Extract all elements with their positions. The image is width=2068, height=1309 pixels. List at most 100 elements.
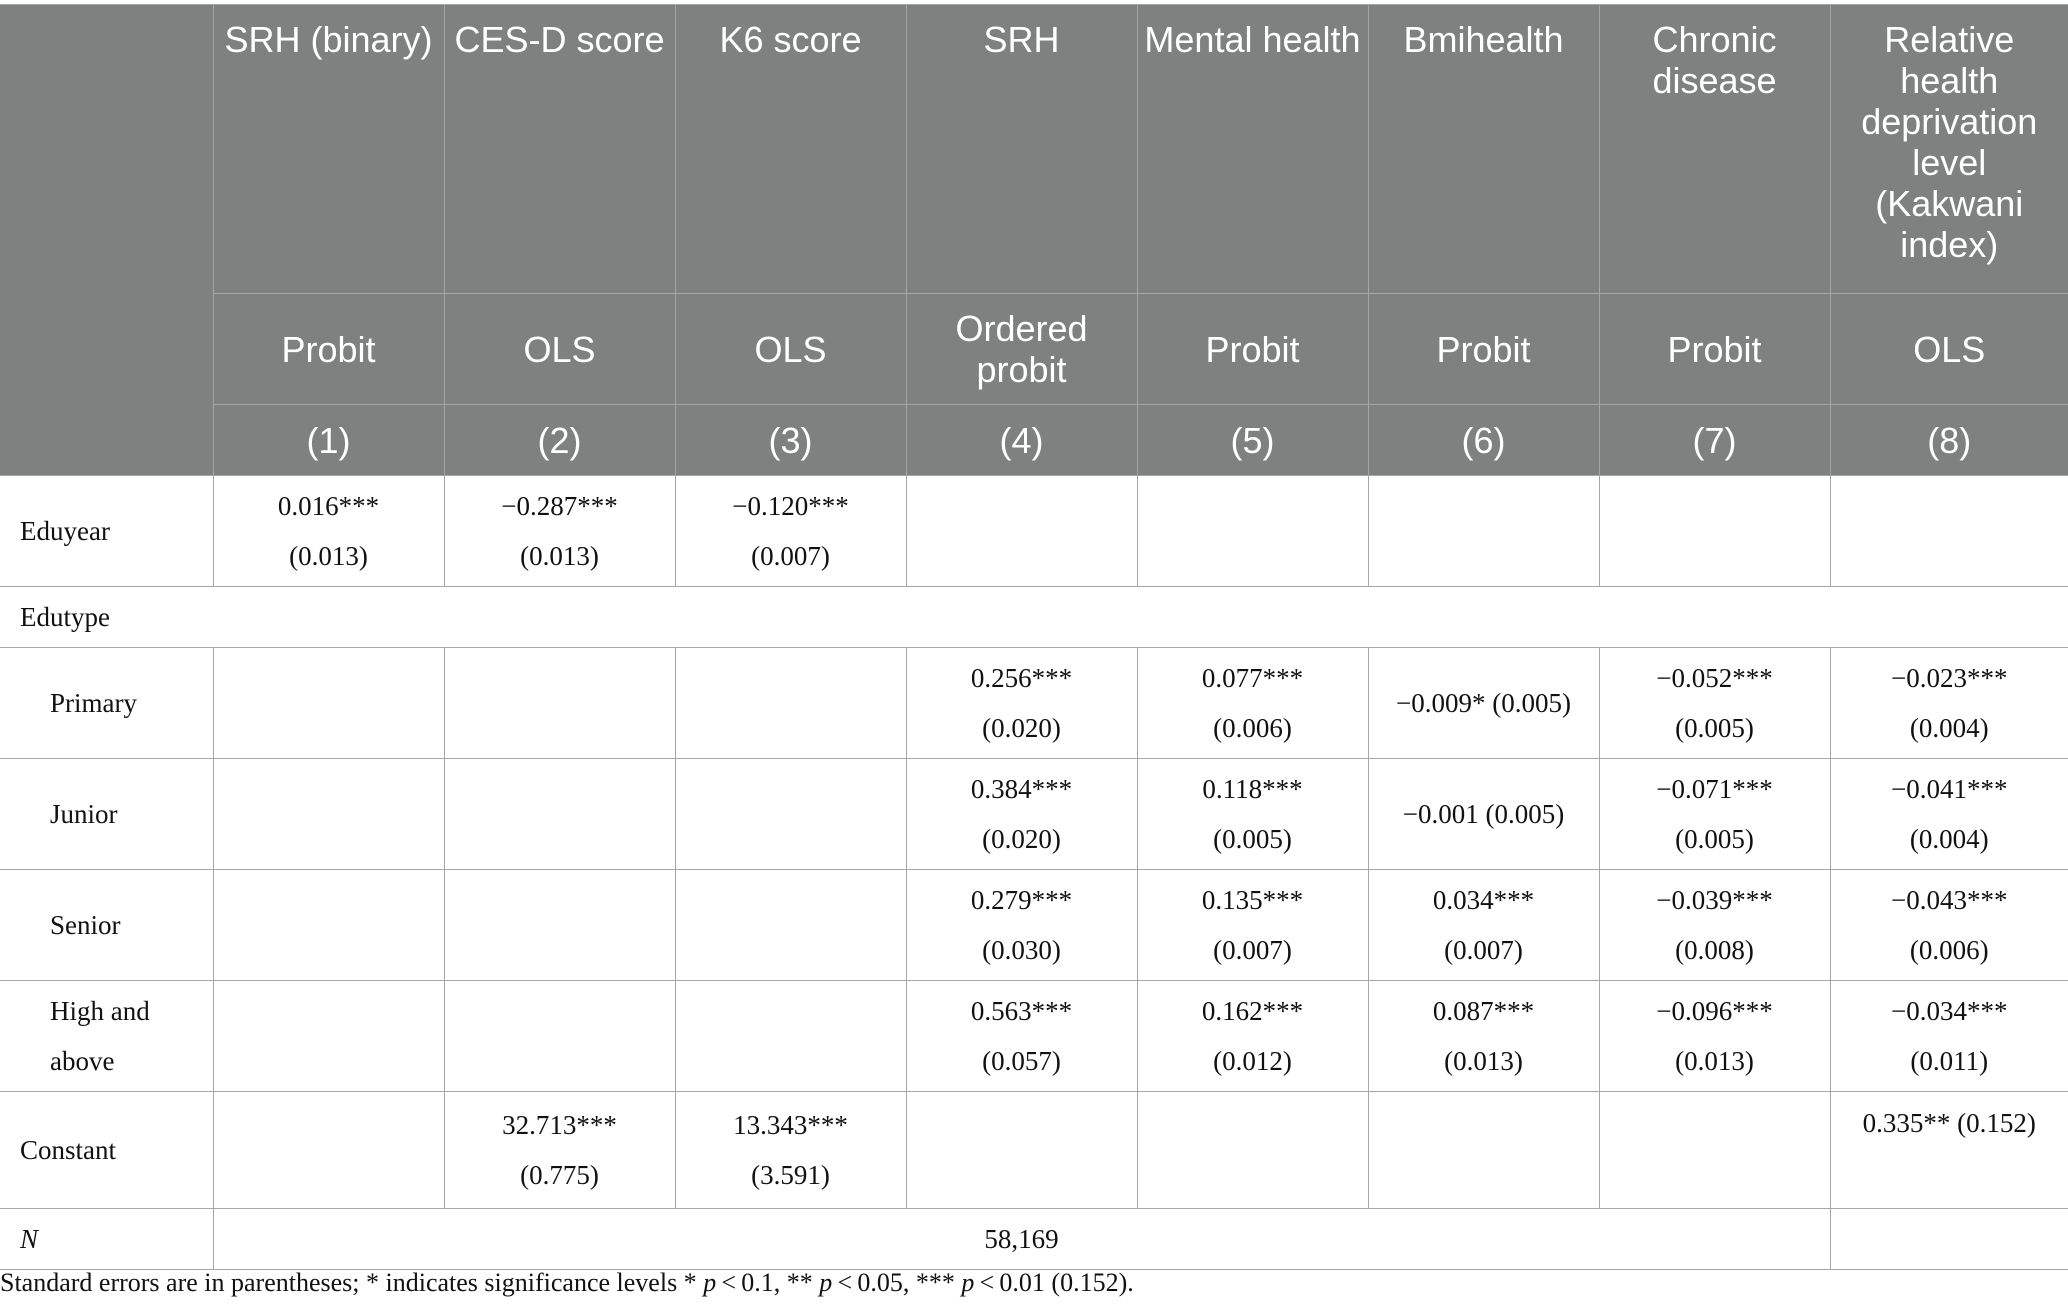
table-cell: [1829, 475, 2068, 587]
table-cell: −0.034*** (0.011): [1829, 980, 2068, 1092]
col-method: Ordered probit: [905, 293, 1138, 405]
table-cell: 0.118*** (0.005): [1136, 758, 1369, 870]
coef: −0.287***: [501, 491, 618, 521]
col-number: (6): [1367, 404, 1600, 476]
coef: −0.071***: [1656, 774, 1773, 804]
table-cell: [212, 647, 445, 759]
table-cell: [1829, 1208, 2068, 1270]
std-error: (0.013): [1675, 1046, 1754, 1076]
coef: 0.162***: [1201, 996, 1304, 1026]
coef: −0.096***: [1656, 996, 1773, 1026]
table-cell: −0.120*** (0.007): [674, 475, 907, 587]
table-row-junior: Junior 0.384*** (0.020) 0.118*** (0.005) −…: [0, 758, 2068, 870]
std-error: (0.012): [1213, 1046, 1292, 1076]
std-error: (0.011): [1910, 1046, 1989, 1076]
col-method: OLS: [443, 293, 676, 405]
std-error: (0.006): [1213, 713, 1292, 743]
table-cell: 0.077*** (0.006): [1136, 647, 1369, 759]
col-title: CES-D score: [443, 4, 676, 294]
table-cell: [674, 980, 907, 1092]
table-cell: −0.009* (0.005): [1367, 647, 1600, 759]
table-cell: [1367, 1091, 1600, 1209]
n-value: 58,169: [212, 1208, 1831, 1270]
std-error: (0.006): [1909, 935, 1989, 965]
std-error: (0.005): [1213, 824, 1292, 854]
coef: −0.041***: [1891, 774, 2008, 804]
col-number: (8): [1829, 404, 2068, 476]
col-title: K6 score: [674, 4, 907, 294]
table-cell: [1367, 475, 1600, 587]
table-cell: [1598, 1091, 1831, 1209]
row-label-line: above: [50, 1046, 115, 1076]
footnote-text: < 0.05, ***: [832, 1268, 962, 1297]
row-label: Constant: [0, 1091, 214, 1209]
coef: 0.135***: [1201, 885, 1304, 915]
std-error: (0.030): [982, 935, 1061, 965]
table-row-high-and-above: High and above 0.563*** (0.057) 0.162*** (0…: [0, 980, 2068, 1092]
p-symbol: p: [819, 1268, 833, 1297]
footnote-text: Standard errors are in parentheses; * in…: [0, 1268, 704, 1297]
std-error: (0.007): [1213, 935, 1292, 965]
table-cell: 0.135*** (0.007): [1136, 869, 1369, 981]
coef: 32.713***: [502, 1110, 617, 1140]
row-label: N: [0, 1208, 214, 1270]
std-error: (0.005): [1675, 824, 1754, 854]
coef: 0.077***: [1201, 663, 1304, 693]
table-cell: 0.162*** (0.012): [1136, 980, 1369, 1092]
coef: 0.034***: [1432, 885, 1535, 915]
std-error: (0.020): [982, 824, 1061, 854]
p-symbol: p: [961, 1268, 975, 1297]
row-label: Edutype: [0, 586, 2068, 648]
coef: 0.118***: [1202, 774, 1303, 804]
coef: −0.039***: [1656, 885, 1773, 915]
coef: 0.279***: [970, 885, 1073, 915]
table-cell: [1136, 1091, 1369, 1209]
table-cell: 0.563*** (0.057): [905, 980, 1138, 1092]
col-title: Relative health deprivation level (Kakwa…: [1829, 4, 2068, 294]
table-cell: [212, 980, 445, 1092]
coef: 0.563***: [970, 996, 1073, 1026]
coef: −0.023***: [1891, 663, 2008, 693]
table-row-senior: Senior 0.279*** (0.030) 0.135*** (0.007) 0…: [0, 869, 2068, 981]
table-cell: [212, 1091, 445, 1209]
table-cell: 0.087*** (0.013): [1367, 980, 1600, 1092]
std-error: (0.020): [982, 713, 1061, 743]
row-label-italic: N: [20, 1224, 39, 1254]
coef: −0.120***: [732, 491, 849, 521]
col-title: Mental health: [1136, 4, 1369, 294]
table-cell: −0.052*** (0.005): [1598, 647, 1831, 759]
coef: 13.343***: [733, 1110, 848, 1140]
coef: 0.384***: [970, 774, 1073, 804]
std-error: (0.775): [520, 1160, 599, 1190]
table-cell: [674, 647, 907, 759]
col-number: (7): [1598, 404, 1831, 476]
std-error: (0.013): [289, 541, 368, 571]
col-number: (2): [443, 404, 676, 476]
header-corner: [0, 4, 214, 476]
col-number: (1): [212, 404, 445, 476]
table-cell: −0.071*** (0.005): [1598, 758, 1831, 870]
table-cell: [443, 647, 676, 759]
table-cell: [674, 758, 907, 870]
table-cell: −0.041*** (0.004): [1829, 758, 2068, 870]
table-row-eduyear: Eduyear 0.016*** (0.013) −0.287*** (0.013)…: [0, 475, 2068, 587]
table-cell: 0.016*** (0.013): [212, 475, 445, 587]
table-cell: 32.713*** (0.775): [443, 1091, 676, 1209]
table-cell: 0.279*** (0.030): [905, 869, 1138, 981]
col-method: OLS: [674, 293, 907, 405]
table-row-primary: Primary 0.256*** (0.020) 0.077*** (0.006) …: [0, 647, 2068, 759]
col-method: Probit: [1136, 293, 1369, 405]
row-label: Junior: [0, 758, 214, 870]
table-cell: [1136, 475, 1369, 587]
table-cell: [443, 869, 676, 981]
col-title: Bmihealth: [1367, 4, 1600, 294]
col-title: Chronic disease: [1598, 4, 1831, 294]
std-error: (0.007): [1444, 935, 1523, 965]
coef: −0.034***: [1891, 996, 2008, 1026]
row-label: Eduyear: [0, 475, 214, 587]
std-error: (0.057): [982, 1046, 1061, 1076]
coef: −0.001 (0.005): [1402, 799, 1565, 829]
table-cell: [674, 869, 907, 981]
table-cell: 0.034*** (0.007): [1367, 869, 1600, 981]
table-cell: [212, 869, 445, 981]
